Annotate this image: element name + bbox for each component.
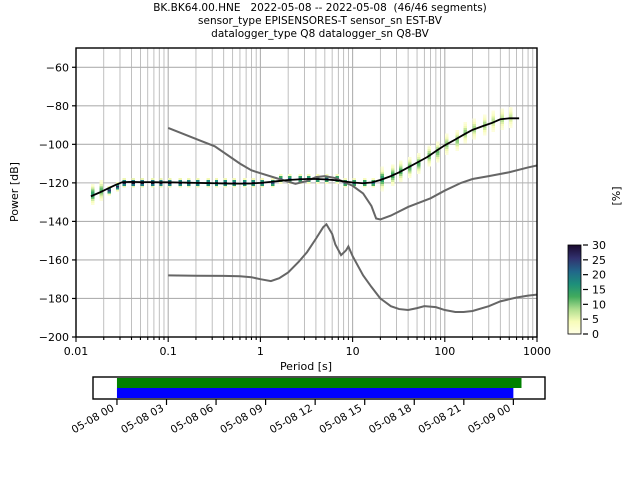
mode-curve-group <box>90 117 520 198</box>
colorbar-tick-label: 25 <box>592 254 606 267</box>
colorbar-label: [%] <box>610 186 623 205</box>
coverage-date-label: 05-08 00 <box>70 402 117 436</box>
x-axis-label: Period [s] <box>280 360 332 373</box>
colorbar-tick-label: 20 <box>592 269 606 282</box>
ppsd-histogram <box>90 106 513 206</box>
x-tick-label: 10 <box>346 345 360 358</box>
coverage-tick-labels: 05-08 00 05-08 03 05-08 06 05-08 09 05-08 12… <box>70 402 513 436</box>
colorbar-tick-label: 0 <box>592 328 599 341</box>
coverage-date-label: 05-08 03 <box>119 402 166 436</box>
nlnm-curve <box>168 222 537 313</box>
coverage-bar-psd <box>116 378 522 388</box>
title-line-3: datalogger_type Q8 datalogger_sn Q8-BV <box>211 28 429 40</box>
y-axis-label: Power [dB] <box>8 162 21 222</box>
plot-background <box>76 48 537 337</box>
coverage-date-label: 05-08 15 <box>317 402 364 436</box>
grid-lines <box>75 48 538 338</box>
colorbar-tick-label: 15 <box>592 284 606 297</box>
x-tick-label: 0.1 <box>159 345 177 358</box>
colorbar-tick-label: 5 <box>592 313 599 326</box>
coverage-date-label: 05-08 21 <box>416 402 463 436</box>
peterson-noise-models <box>167 127 537 313</box>
ppsd-mode-curve <box>90 117 520 198</box>
coverage-date-label: 05-08 06 <box>169 402 216 436</box>
y-tick-label: −60 <box>46 61 69 74</box>
coverage-date-label: 05-08 18 <box>367 402 414 436</box>
coverage-tick-marks <box>116 399 514 405</box>
colorbar-tick-label: 10 <box>592 298 606 311</box>
colorbar-tick-label: 30 <box>592 239 606 252</box>
title-line-1: BK.BK64.00.HNE 2022-05-08 -- 2022-05-08 … <box>153 2 487 14</box>
colorbar-gradient <box>567 244 582 335</box>
nhnm-curve <box>167 127 537 221</box>
figure-title: BK.BK64.00.HNE 2022-05-08 -- 2022-05-08 … <box>0 2 640 41</box>
x-tick-label: 0.01 <box>64 345 89 358</box>
x-tick-label: 1000 <box>523 345 551 358</box>
x-tick-label: 100 <box>434 345 455 358</box>
y-tick-label: −180 <box>39 292 69 305</box>
y-tick-label: −100 <box>39 138 69 151</box>
coverage-date-label: 05-08 09 <box>218 402 265 436</box>
coverage-date-label: 05-08 12 <box>268 402 315 436</box>
title-line-2: sensor_type EPISENSORES-T sensor_sn EST-… <box>198 15 442 27</box>
coverage-bar-data <box>116 388 514 398</box>
y-tick-label: −140 <box>39 215 69 228</box>
x-tick-label: 1 <box>257 345 264 358</box>
coverage-panel: 05-08 00 05-08 03 05-08 06 05-08 09 05-08 12… <box>70 376 546 436</box>
coverage-date-label: 05-09 00 <box>466 402 513 436</box>
y-tick-label: −200 <box>39 331 69 344</box>
y-tick-label: −120 <box>39 177 69 190</box>
plot-frame <box>75 47 538 338</box>
y-tick-label: −160 <box>39 254 69 267</box>
y-tick-label: −80 <box>46 100 69 113</box>
